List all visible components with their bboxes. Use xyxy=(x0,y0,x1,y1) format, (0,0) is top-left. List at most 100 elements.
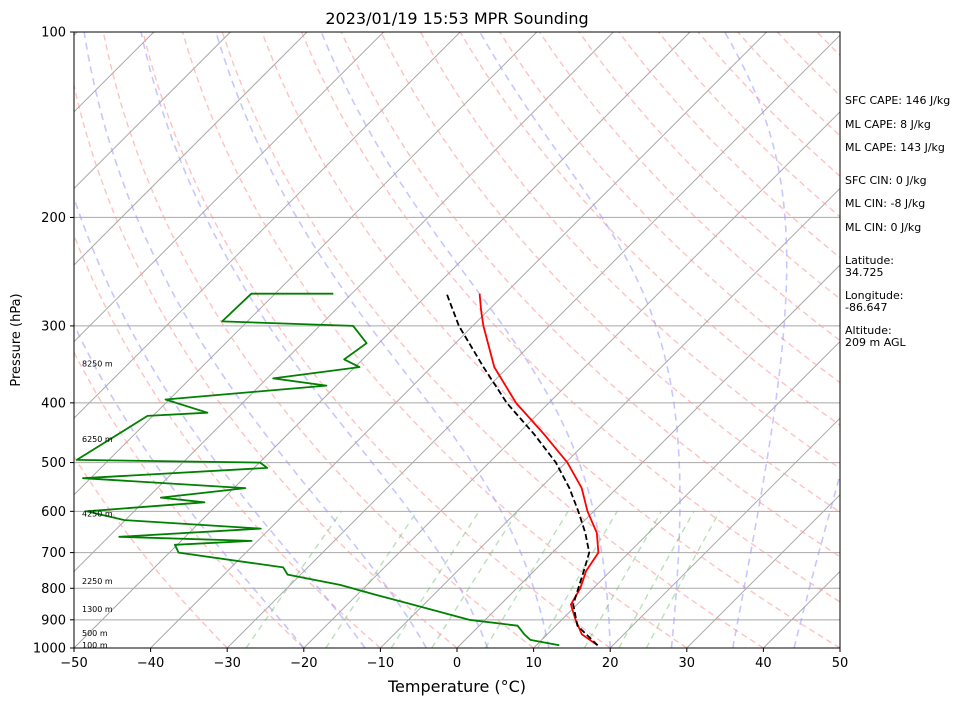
mixing-ratio-line xyxy=(618,510,695,648)
height-label: 1300 m xyxy=(82,605,113,614)
y-tick-label: 200 xyxy=(41,211,66,226)
moist-adiabat xyxy=(83,32,428,648)
mixing-ratio-line xyxy=(245,510,342,648)
parcel-line xyxy=(445,293,599,646)
isotherm--30 xyxy=(226,34,840,648)
mixing-ratio-line xyxy=(583,510,663,648)
isotherm-20 xyxy=(609,417,840,648)
x-tick-label: 20 xyxy=(602,656,619,671)
isotherm--110 xyxy=(74,32,231,190)
moist-adiabat xyxy=(215,32,550,648)
moist-adiabat xyxy=(320,32,611,648)
ml-cin-text: ML CIN: -8 J/kg xyxy=(845,197,925,210)
x-tick-label: 0 xyxy=(453,656,461,671)
dry-adiabat xyxy=(340,32,840,558)
mixing-ratio-line xyxy=(645,510,721,648)
dry-adiabats xyxy=(74,32,840,648)
moist-adiabat xyxy=(140,32,489,648)
y-axis-label: Pressure (hPa) xyxy=(9,293,24,386)
temperature-line xyxy=(478,293,600,647)
mixing-ratio-line xyxy=(484,510,569,648)
moist-adiabat xyxy=(74,322,305,648)
dry-adiabat xyxy=(261,32,840,648)
height-label: 2250 m xyxy=(82,577,113,586)
isotherm--80 xyxy=(74,32,461,419)
dry-adiabat xyxy=(419,32,840,470)
y-tick-label: 300 xyxy=(41,319,66,334)
dry-adiabat xyxy=(380,32,840,513)
height-label: 8250 m xyxy=(82,359,113,368)
info-panel: SFC CAPE: 146 J/kg ML CAPE: 8 J/kg ML CA… xyxy=(845,94,950,349)
isotherm-0 xyxy=(456,264,840,648)
x-tick-label: 30 xyxy=(679,656,696,671)
dewpoint-line xyxy=(75,292,560,647)
isotherm--10 xyxy=(380,187,840,648)
latitude-label: Latitude: xyxy=(845,254,894,267)
longitude-value: -86.647 xyxy=(845,301,887,314)
y-tick-label: 1000 xyxy=(33,642,66,657)
isotherm--40 xyxy=(150,32,767,648)
moist-adiabat xyxy=(479,32,681,648)
altitude-label: Altitude: xyxy=(845,324,892,337)
mixing-ratio-lines xyxy=(245,510,721,648)
height-labels: 100 m 500 m 1300 m 2250 m 4250 m 6250 m 8250 m xyxy=(82,359,113,649)
height-label: 100 m xyxy=(82,641,108,650)
isotherm-10 xyxy=(533,340,840,648)
dry-adiabat xyxy=(657,32,840,218)
x-tick-label: −40 xyxy=(137,656,164,671)
x-axis-ticks: −50 −40 −30 −20 −10 0 10 20 30 40 50 xyxy=(60,648,848,671)
ml-cape-text: ML CAPE: 8 J/kg xyxy=(845,118,931,131)
x-tick-label: 10 xyxy=(525,656,542,671)
y-tick-label: 700 xyxy=(41,546,66,561)
isotherm-30 xyxy=(686,494,840,648)
isotherm--100 xyxy=(74,32,308,266)
x-tick-label: −50 xyxy=(60,656,87,671)
mixing-ratio-line xyxy=(536,510,618,648)
dry-adiabat xyxy=(499,32,840,384)
isotherm--20 xyxy=(303,111,840,648)
sfc-cape-text: SFC CAPE: 146 J/kg xyxy=(845,94,950,107)
x-tick-label: 50 xyxy=(832,656,849,671)
sounding-traces xyxy=(75,292,600,647)
dry-adiabat xyxy=(538,32,840,342)
dry-adiabat xyxy=(142,32,611,648)
height-label: 500 m xyxy=(82,629,108,638)
sfc-cin-text: SFC CIN: 0 J/kg xyxy=(845,174,927,187)
y-tick-label: 400 xyxy=(41,396,66,411)
x-tick-label: −20 xyxy=(290,656,317,671)
altitude-value: 209 m AGL xyxy=(845,336,907,349)
mixing-ratio-line xyxy=(390,510,480,648)
height-label: 4250 m xyxy=(82,510,113,519)
y-tick-label: 100 xyxy=(41,26,66,41)
dry-adiabat xyxy=(300,32,840,603)
dry-adiabat xyxy=(221,32,764,648)
ml-cin-text-2: ML CIN: 0 J/kg xyxy=(845,221,921,234)
y-tick-label: 800 xyxy=(41,582,66,597)
dry-adiabat xyxy=(181,32,688,648)
mixing-ratio-line xyxy=(431,510,519,648)
isotherm--90 xyxy=(74,32,384,343)
y-axis-ticks: 1000 900 800 700 600 500 400 300 200 100 xyxy=(33,26,74,657)
longitude-label: Longitude: xyxy=(845,289,903,302)
isotherm--60 xyxy=(74,32,614,573)
ml-cape-text-2: ML CAPE: 143 J/kg xyxy=(845,141,945,154)
mixing-ratio-line xyxy=(325,510,418,648)
isotherm-gridlines xyxy=(74,32,840,648)
dry-adiabat xyxy=(102,32,535,648)
height-label: 6250 m xyxy=(82,435,113,444)
isotherm--70 xyxy=(74,32,538,496)
moist-adiabat xyxy=(724,32,788,648)
dry-adiabat xyxy=(697,32,840,178)
y-tick-label: 500 xyxy=(41,456,66,471)
plot-area xyxy=(74,32,840,648)
x-axis-label: Temperature (°C) xyxy=(387,677,526,696)
x-tick-label: 40 xyxy=(755,656,772,671)
dry-adiabat xyxy=(74,233,381,648)
x-tick-label: −30 xyxy=(213,656,240,671)
latitude-value: 34.725 xyxy=(845,266,884,279)
y-tick-label: 600 xyxy=(41,505,66,520)
y-tick-label: 900 xyxy=(41,613,66,628)
dry-adiabat xyxy=(74,350,305,648)
dry-adiabat xyxy=(74,82,458,648)
